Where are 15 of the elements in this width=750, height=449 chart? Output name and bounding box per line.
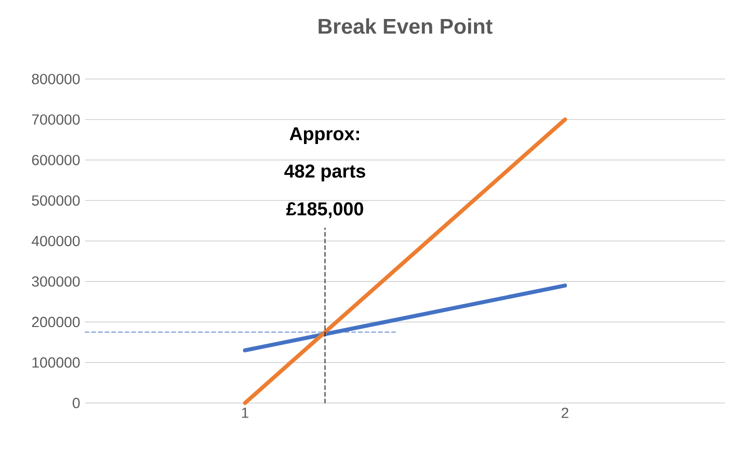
chart-title: Break Even Point — [318, 18, 492, 34]
y-tick-label: 700000 — [32, 114, 80, 125]
y-tick-label: 500000 — [32, 195, 80, 206]
annotation: Approx: — [290, 127, 359, 144]
y-tick-label: 0 — [72, 398, 80, 408]
x-tick-label: 2 — [562, 408, 568, 418]
y-tick-label: 100000 — [32, 357, 80, 368]
y-tick-label: 300000 — [32, 276, 80, 287]
y-tick-label: 400000 — [32, 236, 80, 246]
y-tick-label: 800000 — [32, 74, 80, 84]
y-tick-label: 200000 — [32, 316, 80, 328]
x-tick-label: 1 — [242, 408, 248, 418]
annotation: 482 parts — [284, 164, 366, 182]
y-tick-label: 600000 — [32, 154, 80, 166]
annotation: £185,000 — [286, 202, 364, 218]
